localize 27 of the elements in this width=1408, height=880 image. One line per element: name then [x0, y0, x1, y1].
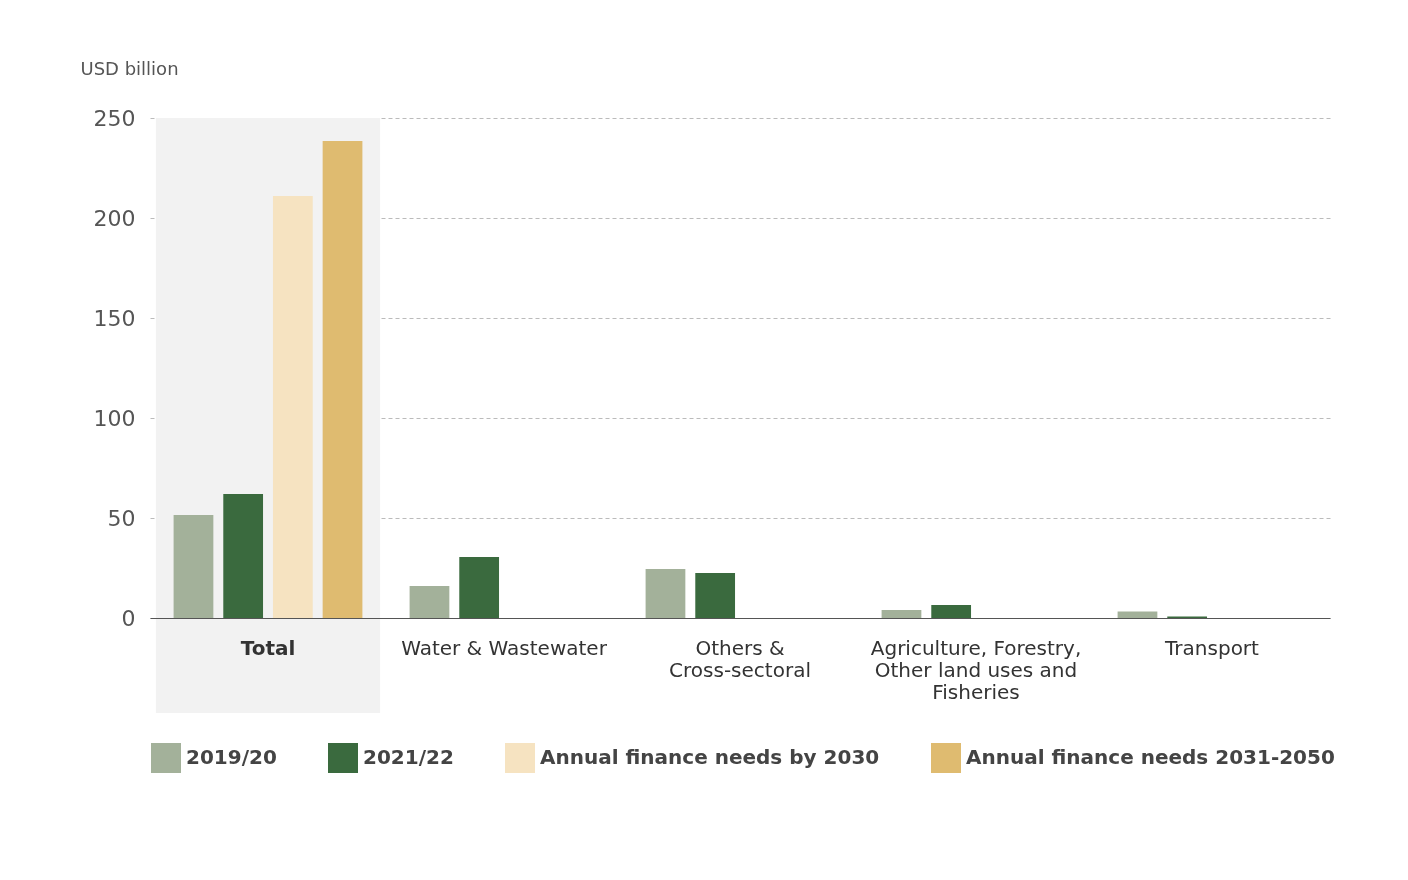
bar — [173, 515, 214, 618]
bar — [272, 196, 313, 618]
y-tick-label: 50 — [107, 505, 136, 531]
legend-label: Annual finance needs 2031-2050 — [966, 745, 1335, 769]
bar — [223, 494, 264, 618]
x-tick-label: Water & Wastewater — [401, 635, 608, 660]
legend-label: 2019/20 — [186, 745, 277, 769]
y-axis-title: USD billion — [80, 57, 179, 79]
bar — [409, 586, 450, 618]
y-tick-label: 150 — [93, 305, 136, 331]
x-tick-label: Agriculture, Forestry, Other land uses and Fisheries — [870, 635, 1082, 704]
x-tick-label: Transport — [1164, 635, 1260, 660]
x-tick-label: Others & Cross-sectoral — [669, 635, 811, 682]
bar — [1117, 611, 1158, 618]
y-tick-label: 250 — [93, 105, 136, 131]
bar — [931, 605, 972, 618]
bar — [459, 557, 500, 618]
bar — [645, 569, 686, 618]
bar — [695, 573, 736, 618]
bar — [322, 141, 363, 618]
legend-label: 2021/22 — [363, 745, 454, 769]
y-tick-label: 200 — [93, 205, 136, 231]
y-tick-label: 100 — [93, 405, 136, 431]
legend-label: Annual finance needs by 2030 — [540, 745, 880, 769]
x-tick-label: Total — [240, 635, 296, 660]
y-tick-label: 0 — [121, 605, 136, 631]
bar — [881, 610, 922, 618]
